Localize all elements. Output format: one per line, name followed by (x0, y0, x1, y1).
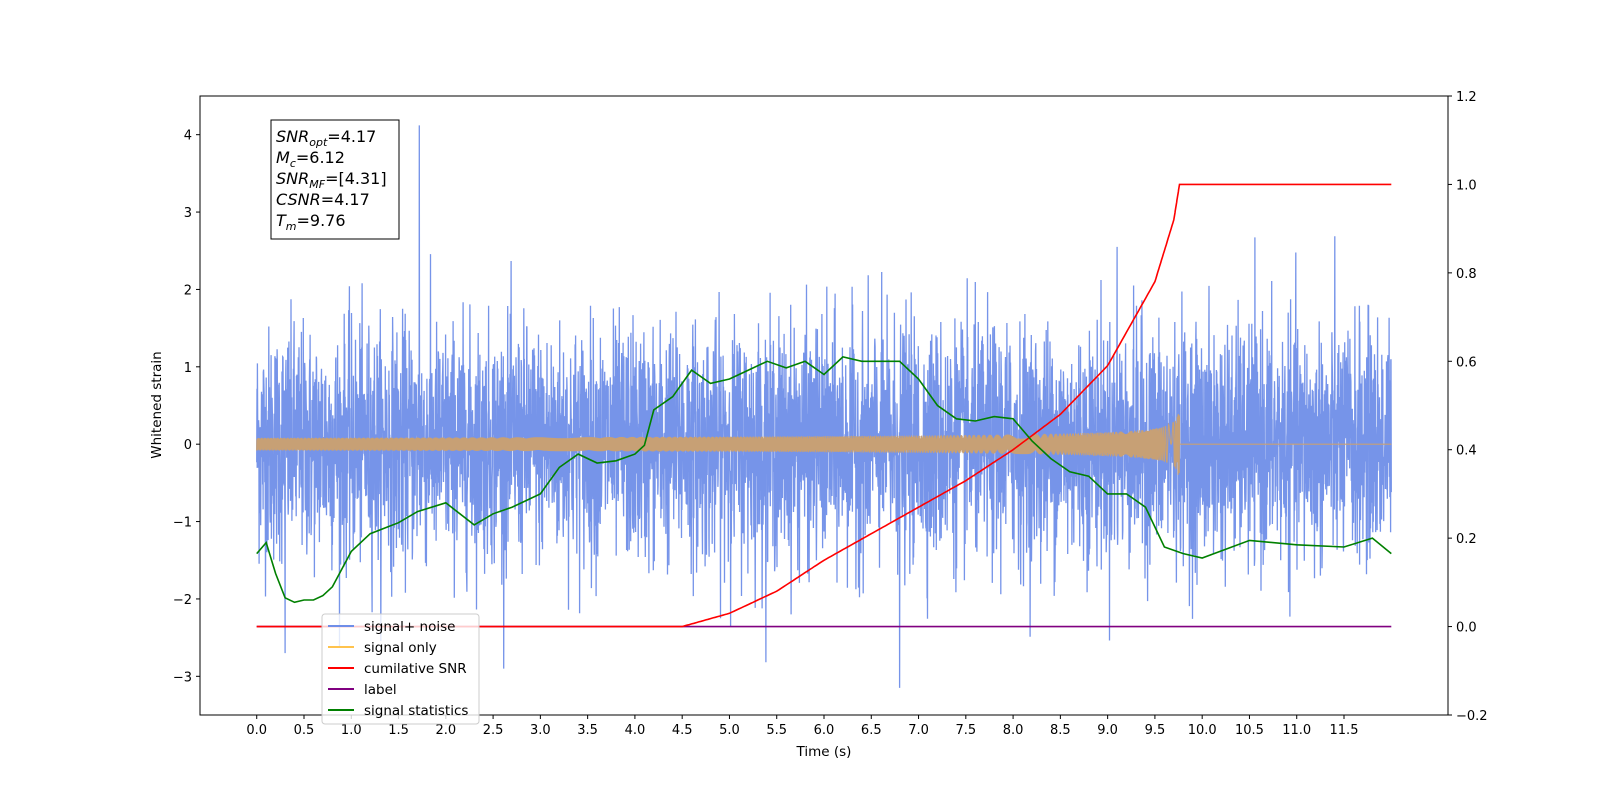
y-tick-label: 1 (184, 361, 192, 376)
annotation-line: CSNR=4.17 (276, 190, 370, 209)
y-axis-label: Whitened strain (149, 351, 165, 458)
y2-tick-label: 1.2 (1456, 90, 1477, 105)
x-tick-label: 9.5 (1145, 723, 1166, 738)
series-signal-statistics-line (256, 356, 1392, 604)
y-tick-label: −2 (173, 593, 192, 608)
legend-label: signal only (364, 640, 437, 656)
signal-noise-line (256, 125, 1392, 688)
x-tick-label: 3.5 (577, 723, 598, 738)
x-tick-label: 5.0 (719, 723, 740, 738)
x-tick-label: 4.0 (625, 723, 646, 738)
legend-label: cumilative SNR (364, 661, 467, 677)
x-tick-label: 8.0 (1003, 723, 1024, 738)
legend-label: signal+ noise (364, 619, 455, 635)
x-axis-label: Time (s) (796, 744, 852, 760)
y-tick-label: 4 (184, 129, 192, 144)
y2-tick-label: 0.0 (1456, 621, 1477, 636)
x-tick-label: 4.5 (672, 723, 693, 738)
y-tick-label: −1 (173, 516, 192, 531)
x-tick-label: 10.0 (1188, 723, 1217, 738)
x-tick-label: 9.0 (1097, 723, 1118, 738)
x-tick-label: 11.0 (1282, 723, 1311, 738)
legend: signal+ noise signal only cumilative SNR la… (321, 613, 480, 725)
legend-frame (321, 613, 480, 725)
y-axis-right: −0.2 0.0 0.2 0.4 0.6 0.8 1.0 1.2 (1448, 90, 1488, 724)
y2-tick-label: 0.2 (1456, 532, 1477, 547)
x-tick-label: 0.5 (294, 723, 315, 738)
x-axis: 0.0 0.5 1.0 1.5 2.0 2.5 3.0 3.5 4.0 4.5 5.0 5.5 6.0 6… (246, 715, 1358, 738)
x-tick-label: 3.0 (530, 723, 551, 738)
legend-label: label (364, 682, 397, 698)
y2-tick-label: 0.4 (1456, 444, 1477, 459)
annotation-line: Mc=6.12 (276, 148, 345, 170)
signal-only-line (256, 413, 1392, 475)
series-signal-only (256, 413, 1392, 475)
annotation-line: Tm=9.76 (276, 211, 346, 233)
x-tick-label: 7.5 (955, 723, 976, 738)
y2-tick-label: 0.6 (1456, 355, 1477, 370)
x-tick-label: 0.0 (246, 723, 267, 738)
x-tick-label: 6.0 (814, 723, 835, 738)
x-tick-label: 2.0 (435, 723, 456, 738)
x-tick-label: 1.5 (388, 723, 409, 738)
series-signal-noise (256, 125, 1392, 688)
series-cumilative-snr-line (256, 183, 1392, 628)
legend-label: signal statistics (364, 703, 468, 719)
x-tick-label: 10.5 (1235, 723, 1264, 738)
x-tick-label: 5.5 (766, 723, 787, 738)
annotation-line: SNRopt=4.17 (276, 127, 376, 149)
x-tick-label: 11.5 (1330, 723, 1359, 738)
y-axis-left: −3 −2 −1 0 1 2 3 4 (173, 129, 200, 685)
y2-tick-label: 0.8 (1456, 267, 1477, 282)
annotation-frame (270, 119, 400, 240)
y2-tick-label: −0.2 (1456, 709, 1488, 724)
x-tick-label: 2.5 (483, 723, 504, 738)
x-tick-label: 6.5 (861, 723, 882, 738)
x-tick-label: 1.0 (341, 723, 362, 738)
y-tick-label: 0 (184, 438, 192, 453)
annotation-line: SNRMF=[4.31] (276, 169, 387, 191)
x-tick-label: 8.5 (1050, 723, 1071, 738)
y2-tick-label: 1.0 (1456, 178, 1477, 193)
x-tick-label: 7.0 (908, 723, 929, 738)
y-tick-label: 3 (184, 206, 192, 221)
y-tick-label: 2 (184, 283, 192, 298)
y-tick-label: −3 (173, 670, 192, 685)
